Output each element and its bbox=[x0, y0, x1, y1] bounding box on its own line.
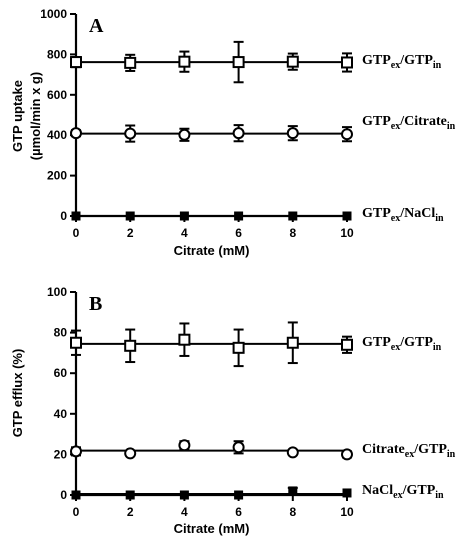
data-point bbox=[234, 490, 244, 500]
y-tick-label: 100 bbox=[47, 285, 67, 299]
data-point bbox=[234, 211, 244, 221]
y-axis-title: GTP efflux (%) bbox=[10, 349, 25, 438]
data-point bbox=[124, 447, 137, 460]
series-label: GTPex/GTPin bbox=[362, 53, 442, 71]
series-2: GTPex/Citratein bbox=[70, 114, 456, 143]
y-tick-label: 20 bbox=[54, 447, 68, 461]
series-3: GTPex/NaClin bbox=[71, 206, 444, 224]
data-point bbox=[178, 128, 191, 141]
data-point bbox=[341, 338, 353, 351]
x-tick-label: 0 bbox=[73, 226, 80, 240]
y-tick-label: 800 bbox=[47, 47, 67, 61]
series-1: GTPex/GTPin bbox=[70, 40, 442, 84]
x-axis-title: Citrate (mM) bbox=[174, 521, 250, 536]
data-point bbox=[124, 127, 137, 140]
x-tick-label: 10 bbox=[340, 226, 354, 240]
series-label: GTPex/NaClin bbox=[362, 206, 444, 224]
data-point bbox=[286, 127, 299, 140]
panel-letter: B bbox=[89, 293, 102, 315]
data-point bbox=[342, 488, 352, 498]
data-point bbox=[288, 486, 298, 496]
data-point bbox=[70, 445, 82, 458]
data-point bbox=[286, 55, 299, 68]
y-tick-label: 200 bbox=[47, 169, 67, 183]
data-point bbox=[178, 55, 191, 68]
series-2: Citrateex/GTPin bbox=[70, 439, 456, 461]
data-point bbox=[179, 490, 189, 500]
x-tick-label: 8 bbox=[289, 505, 296, 519]
y-tick-label: 0 bbox=[60, 488, 67, 502]
x-axis-title: Citrate (mM) bbox=[174, 243, 250, 258]
x-tick-label: 2 bbox=[127, 505, 134, 519]
data-point bbox=[124, 339, 137, 352]
y-tick-label: 0 bbox=[60, 209, 67, 223]
data-point bbox=[342, 211, 352, 221]
chart-panel-b: 0 20 40 60 80 100 0 2 4 6 8 10 Citrate (mM) GTP efflu… bbox=[10, 285, 456, 536]
data-point bbox=[70, 127, 82, 140]
series-label: NaClex/GTPin bbox=[362, 483, 444, 501]
data-point bbox=[232, 441, 245, 454]
data-point bbox=[232, 127, 245, 140]
series-label: GTPex/Citratein bbox=[362, 114, 456, 132]
data-point bbox=[71, 211, 81, 221]
data-point bbox=[288, 211, 298, 221]
data-point bbox=[179, 211, 189, 221]
data-point bbox=[70, 336, 82, 349]
y-tick-label: 1000 bbox=[40, 7, 67, 21]
data-point bbox=[341, 128, 353, 141]
y-tick-label: 60 bbox=[54, 366, 68, 380]
series-1: GTPex/GTPin bbox=[70, 321, 442, 368]
series-label: Citrateex/GTPin bbox=[362, 442, 456, 460]
data-point bbox=[286, 446, 299, 459]
y-tick-label: 40 bbox=[54, 407, 68, 421]
data-point bbox=[341, 448, 353, 461]
data-point bbox=[125, 490, 135, 500]
y-tick-label: 600 bbox=[47, 88, 67, 102]
data-point bbox=[125, 211, 135, 221]
x-tick-label: 4 bbox=[181, 505, 188, 519]
panel-letter: A bbox=[89, 15, 104, 37]
data-point bbox=[124, 56, 137, 69]
data-point bbox=[178, 333, 191, 346]
y-axis-title-units: (µmol/min x g) bbox=[28, 72, 43, 160]
series-3: NaClex/GTPin bbox=[71, 483, 444, 501]
x-tick-label: 0 bbox=[73, 505, 80, 519]
data-point bbox=[178, 439, 191, 452]
data-point bbox=[232, 56, 245, 69]
data-point bbox=[341, 56, 353, 69]
x-tick-label: 8 bbox=[289, 226, 296, 240]
data-point bbox=[286, 336, 299, 349]
data-point bbox=[71, 490, 81, 500]
x-tick-label: 2 bbox=[127, 226, 134, 240]
chart-panel-a: 0 200 400 600 800 1000 0 2 4 6 8 10 Citrate (mM) GTP … bbox=[10, 7, 456, 258]
y-tick-label: 80 bbox=[54, 326, 68, 340]
data-point bbox=[70, 56, 82, 69]
y-axis-title: GTP uptake bbox=[10, 80, 25, 152]
series-label: GTPex/GTPin bbox=[362, 335, 442, 353]
x-tick-label: 10 bbox=[340, 505, 354, 519]
x-tick-label: 4 bbox=[181, 226, 188, 240]
x-tick-label: 6 bbox=[235, 226, 242, 240]
x-tick-label: 6 bbox=[235, 505, 242, 519]
y-tick-label: 400 bbox=[47, 128, 67, 142]
data-point bbox=[232, 341, 245, 354]
